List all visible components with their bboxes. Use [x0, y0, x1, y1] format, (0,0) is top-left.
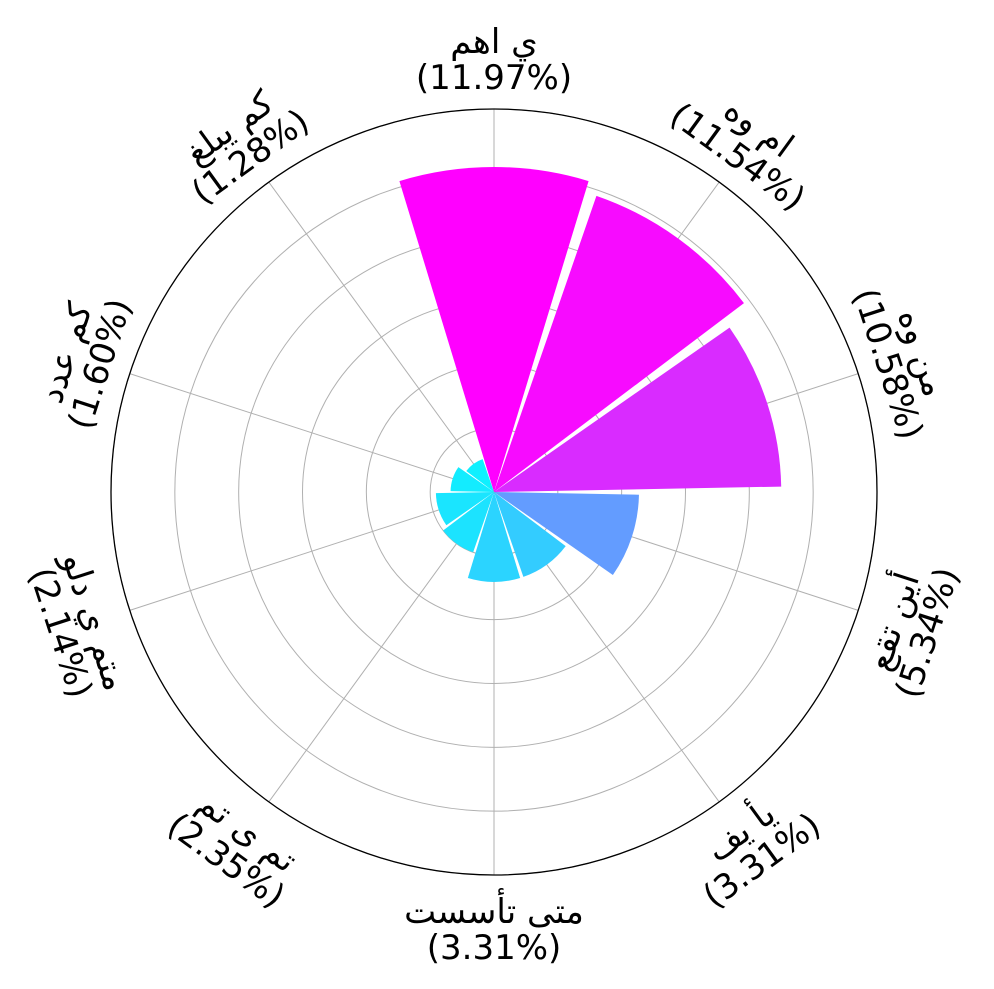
bar-10 [466, 459, 494, 492]
category-label: ي اهم(11.97%) [416, 22, 572, 98]
category-label: متم ي دلو(2.14%) [21, 546, 136, 703]
bars [399, 167, 782, 582]
category-label: يأ يف(3.31%) [696, 790, 828, 916]
grid-spoke [129, 373, 495, 493]
bar-7 [443, 492, 494, 553]
category-label: كم يبلغ(1.28%) [178, 82, 317, 213]
category-percent: (11.97%) [416, 58, 572, 98]
bar-8 [435, 492, 494, 526]
bar-1 [399, 167, 589, 493]
grid-spoke [268, 491, 495, 803]
grid-spoke [129, 491, 495, 611]
grid-spoke [268, 181, 495, 493]
category-labels: ي اهم(11.97%)ام وه(11.54%)من وه(10.58%)أ… [21, 22, 968, 968]
category-name: ي اهم [450, 22, 537, 62]
category-label: ام وه(11.54%) [662, 90, 812, 220]
category-name: متى تأسست [404, 888, 584, 932]
category-label: تم ى تم(2.35%) [160, 783, 305, 917]
bar-5 [494, 492, 566, 577]
bar-9 [450, 467, 494, 492]
category-label: متى تأسست(3.31%) [404, 888, 584, 968]
category-label: من وه(10.58%) [845, 284, 955, 445]
polar-frame [110, 108, 878, 876]
bar-3 [494, 327, 782, 492]
bar-2 [494, 195, 744, 493]
bar-4 [494, 492, 639, 575]
bar-6 [467, 492, 521, 582]
category-label: كم عدد(1.60%) [31, 294, 140, 434]
category-percent: (3.31%) [427, 928, 562, 968]
